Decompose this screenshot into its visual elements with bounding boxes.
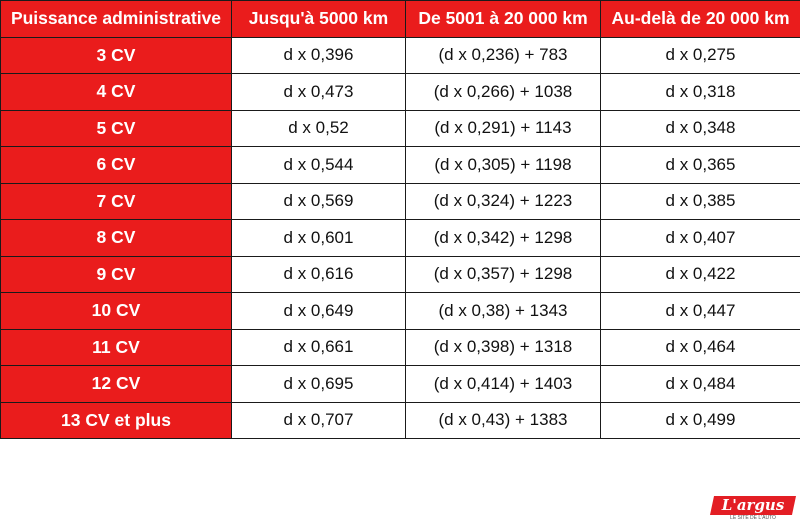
table-row: 7 CV d x 0,569 (d x 0,324) + 1223 d x 0,385 (0, 182, 800, 220)
row-header-puissance: 5 CV (0, 109, 232, 147)
row-header-puissance: 6 CV (0, 146, 232, 184)
table-row: 8 CV d x 0,601 (d x 0,342) + 1298 d x 0,407 (0, 219, 800, 257)
cell-5001-20000: (d x 0,266) + 1038 (405, 73, 601, 111)
cell-5001-20000: (d x 0,324) + 1223 (405, 182, 601, 220)
cell-5001-20000: (d x 0,305) + 1198 (405, 146, 601, 184)
cell-jusqu-5000: d x 0,52 (231, 109, 406, 147)
cell-jusqu-5000: d x 0,569 (231, 182, 406, 220)
column-header-jusqu-5000: Jusqu'à 5000 km (231, 0, 406, 38)
table-row: 11 CV d x 0,661 (d x 0,398) + 1318 d x 0,46… (0, 328, 800, 366)
cell-5001-20000: (d x 0,38) + 1343 (405, 292, 601, 330)
table-row: 3 CV d x 0,396 (d x 0,236) + 783 d x 0,275 (0, 36, 800, 74)
row-header-puissance: 8 CV (0, 219, 232, 257)
mileage-rate-table: Puissance administrative Jusqu'à 5000 km… (0, 0, 800, 439)
cell-au-dela-20000: d x 0,407 (600, 219, 800, 257)
cell-au-dela-20000: d x 0,447 (600, 292, 800, 330)
largus-logo: L'argus LE SITE DE L'AUTO (709, 496, 797, 522)
row-header-puissance: 10 CV (0, 292, 232, 330)
cell-jusqu-5000: d x 0,707 (231, 401, 406, 439)
column-header-puissance: Puissance administrative (0, 0, 232, 38)
cell-5001-20000: (d x 0,43) + 1383 (405, 401, 601, 439)
table-row: 9 CV d x 0,616 (d x 0,357) + 1298 d x 0,422 (0, 255, 800, 293)
cell-au-dela-20000: d x 0,499 (600, 401, 800, 439)
logo-subtitle: LE SITE DE L'AUTO (730, 515, 776, 521)
row-header-puissance: 3 CV (0, 36, 232, 74)
cell-au-dela-20000: d x 0,348 (600, 109, 800, 147)
cell-jusqu-5000: d x 0,661 (231, 328, 406, 366)
cell-au-dela-20000: d x 0,484 (600, 365, 800, 403)
row-header-puissance: 4 CV (0, 73, 232, 111)
cell-5001-20000: (d x 0,236) + 783 (405, 36, 601, 74)
cell-jusqu-5000: d x 0,601 (231, 219, 406, 257)
cell-au-dela-20000: d x 0,275 (600, 36, 800, 74)
cell-jusqu-5000: d x 0,695 (231, 365, 406, 403)
cell-jusqu-5000: d x 0,396 (231, 36, 406, 74)
column-header-5001-20000: De 5001 à 20 000 km (405, 0, 601, 38)
cell-5001-20000: (d x 0,291) + 1143 (405, 109, 601, 147)
table-row: 13 CV et plus d x 0,707 (d x 0,43) + 1383 d… (0, 401, 800, 439)
cell-jusqu-5000: d x 0,616 (231, 255, 406, 293)
cell-au-dela-20000: d x 0,318 (600, 73, 800, 111)
cell-jusqu-5000: d x 0,649 (231, 292, 406, 330)
column-header-au-dela-20000: Au-delà de 20 000 km (600, 0, 800, 38)
table-header-row: Puissance administrative Jusqu'à 5000 km… (0, 0, 800, 38)
cell-5001-20000: (d x 0,398) + 1318 (405, 328, 601, 366)
cell-au-dela-20000: d x 0,385 (600, 182, 800, 220)
cell-au-dela-20000: d x 0,464 (600, 328, 800, 366)
row-header-puissance: 7 CV (0, 182, 232, 220)
logo-mark: L'argus (709, 496, 797, 515)
cell-5001-20000: (d x 0,414) + 1403 (405, 365, 601, 403)
row-header-puissance: 13 CV et plus (0, 401, 232, 439)
cell-au-dela-20000: d x 0,365 (600, 146, 800, 184)
table-row: 12 CV d x 0,695 (d x 0,414) + 1403 d x 0,48… (0, 365, 800, 403)
row-header-puissance: 11 CV (0, 328, 232, 366)
cell-5001-20000: (d x 0,342) + 1298 (405, 219, 601, 257)
cell-jusqu-5000: d x 0,473 (231, 73, 406, 111)
table-row: 10 CV d x 0,649 (d x 0,38) + 1343 d x 0,447 (0, 292, 800, 330)
row-header-puissance: 9 CV (0, 255, 232, 293)
row-header-puissance: 12 CV (0, 365, 232, 403)
table-row: 6 CV d x 0,544 (d x 0,305) + 1198 d x 0,365 (0, 146, 800, 184)
table-row: 4 CV d x 0,473 (d x 0,266) + 1038 d x 0,318 (0, 73, 800, 111)
cell-5001-20000: (d x 0,357) + 1298 (405, 255, 601, 293)
cell-jusqu-5000: d x 0,544 (231, 146, 406, 184)
table-row: 5 CV d x 0,52 (d x 0,291) + 1143 d x 0,348 (0, 109, 800, 147)
cell-au-dela-20000: d x 0,422 (600, 255, 800, 293)
logo-name: L'argus (721, 496, 785, 514)
table-body: 3 CV d x 0,396 (d x 0,236) + 783 d x 0,275 4… (0, 36, 800, 439)
